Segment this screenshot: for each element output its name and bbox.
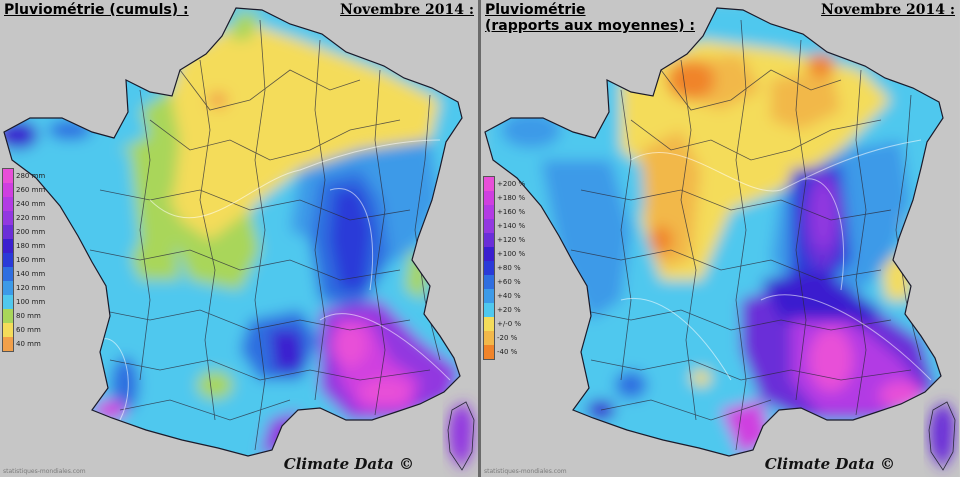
legend-swatch (3, 183, 13, 197)
legend-swatch (3, 169, 13, 183)
legend-label: +120 % (497, 236, 526, 244)
legend-label: +20 % (497, 306, 521, 314)
legend-label: 260 mm (16, 186, 46, 194)
legend-swatch (3, 197, 13, 211)
legend-label: 160 mm (16, 256, 46, 264)
legend-swatch (3, 239, 13, 253)
rainfall-legend (2, 168, 14, 352)
map-date: Novembre 2014 : (340, 2, 474, 18)
legend-swatch (484, 247, 494, 261)
legend-label: 220 mm (16, 214, 46, 222)
legend-label: +60 % (497, 278, 521, 286)
legend-label: +40 % (497, 292, 521, 300)
rainfall-map-ratio (484, 7, 956, 471)
legend-swatch (484, 331, 494, 345)
legend-swatch (3, 323, 13, 337)
legend-label: +200 % (497, 180, 526, 188)
legend-label: -20 % (497, 334, 518, 342)
legend-label: 140 mm (16, 270, 46, 278)
legend-label: 240 mm (16, 200, 46, 208)
legend-swatch (484, 191, 494, 205)
legend-swatch (484, 219, 494, 233)
legend-label: 100 mm (16, 298, 46, 306)
legend-swatch (484, 233, 494, 247)
map-title: Pluviométrie (cumuls) : (4, 2, 189, 18)
ratio-legend (483, 176, 495, 360)
legend-label: -40 % (497, 348, 518, 356)
signature: Climate Data © (283, 455, 414, 473)
legend-swatch (484, 275, 494, 289)
legend-swatch (484, 317, 494, 331)
legend-label: 120 mm (16, 284, 46, 292)
legend-label: 200 mm (16, 228, 46, 236)
cumulative-rainfall-panel: Pluviométrie (cumuls) : Novembre 2014 : … (0, 0, 478, 477)
map-date: Novembre 2014 : (821, 2, 955, 18)
legend-label: 40 mm (16, 340, 41, 348)
legend-swatch (484, 303, 494, 317)
legend-label: 60 mm (16, 326, 41, 334)
legend-label: +160 % (497, 208, 526, 216)
legend-swatch (3, 225, 13, 239)
legend-label: +80 % (497, 264, 521, 272)
map-title-line-1: Pluviométrie (485, 2, 586, 18)
legend-swatch (484, 205, 494, 219)
rainfall-legend-labels: 280 mm 260 mm 240 mm 220 mm 200 mm 180 mm 160 … (16, 169, 45, 351)
legend-swatch (484, 289, 494, 303)
legend-label: +140 % (497, 222, 526, 230)
signature: Climate Data © (764, 455, 895, 473)
rainfall-map-cumuls (3, 7, 475, 471)
watermark: statistiques-mondiales.com (3, 468, 86, 475)
map-title-line-2: (rapports aux moyennes) : (485, 18, 695, 34)
legend-swatch (3, 267, 13, 281)
watermark: statistiques-mondiales.com (484, 468, 567, 475)
legend-swatch (484, 177, 494, 191)
legend-label: 80 mm (16, 312, 41, 320)
legend-swatch (3, 337, 13, 351)
legend-label: +/-0 % (497, 320, 522, 328)
panel-divider (478, 0, 481, 477)
legend-swatch (484, 261, 494, 275)
map-title: Pluviométrie (rapports aux moyennes) : (485, 2, 695, 34)
ratio-legend-labels: +200 % +180 % +160 % +140 % +120 % +100 % +80 … (497, 177, 525, 359)
legend-label: +100 % (497, 250, 526, 258)
legend-swatch (3, 295, 13, 309)
legend-swatch (3, 253, 13, 267)
legend-swatch (3, 211, 13, 225)
legend-label: 180 mm (16, 242, 46, 250)
legend-label: +180 % (497, 194, 526, 202)
legend-swatch (3, 309, 13, 323)
legend-label: 280 mm (16, 172, 46, 180)
rainfall-ratio-panel: Pluviométrie (rapports aux moyennes) : N… (481, 0, 959, 477)
legend-swatch (484, 345, 494, 359)
legend-swatch (3, 281, 13, 295)
